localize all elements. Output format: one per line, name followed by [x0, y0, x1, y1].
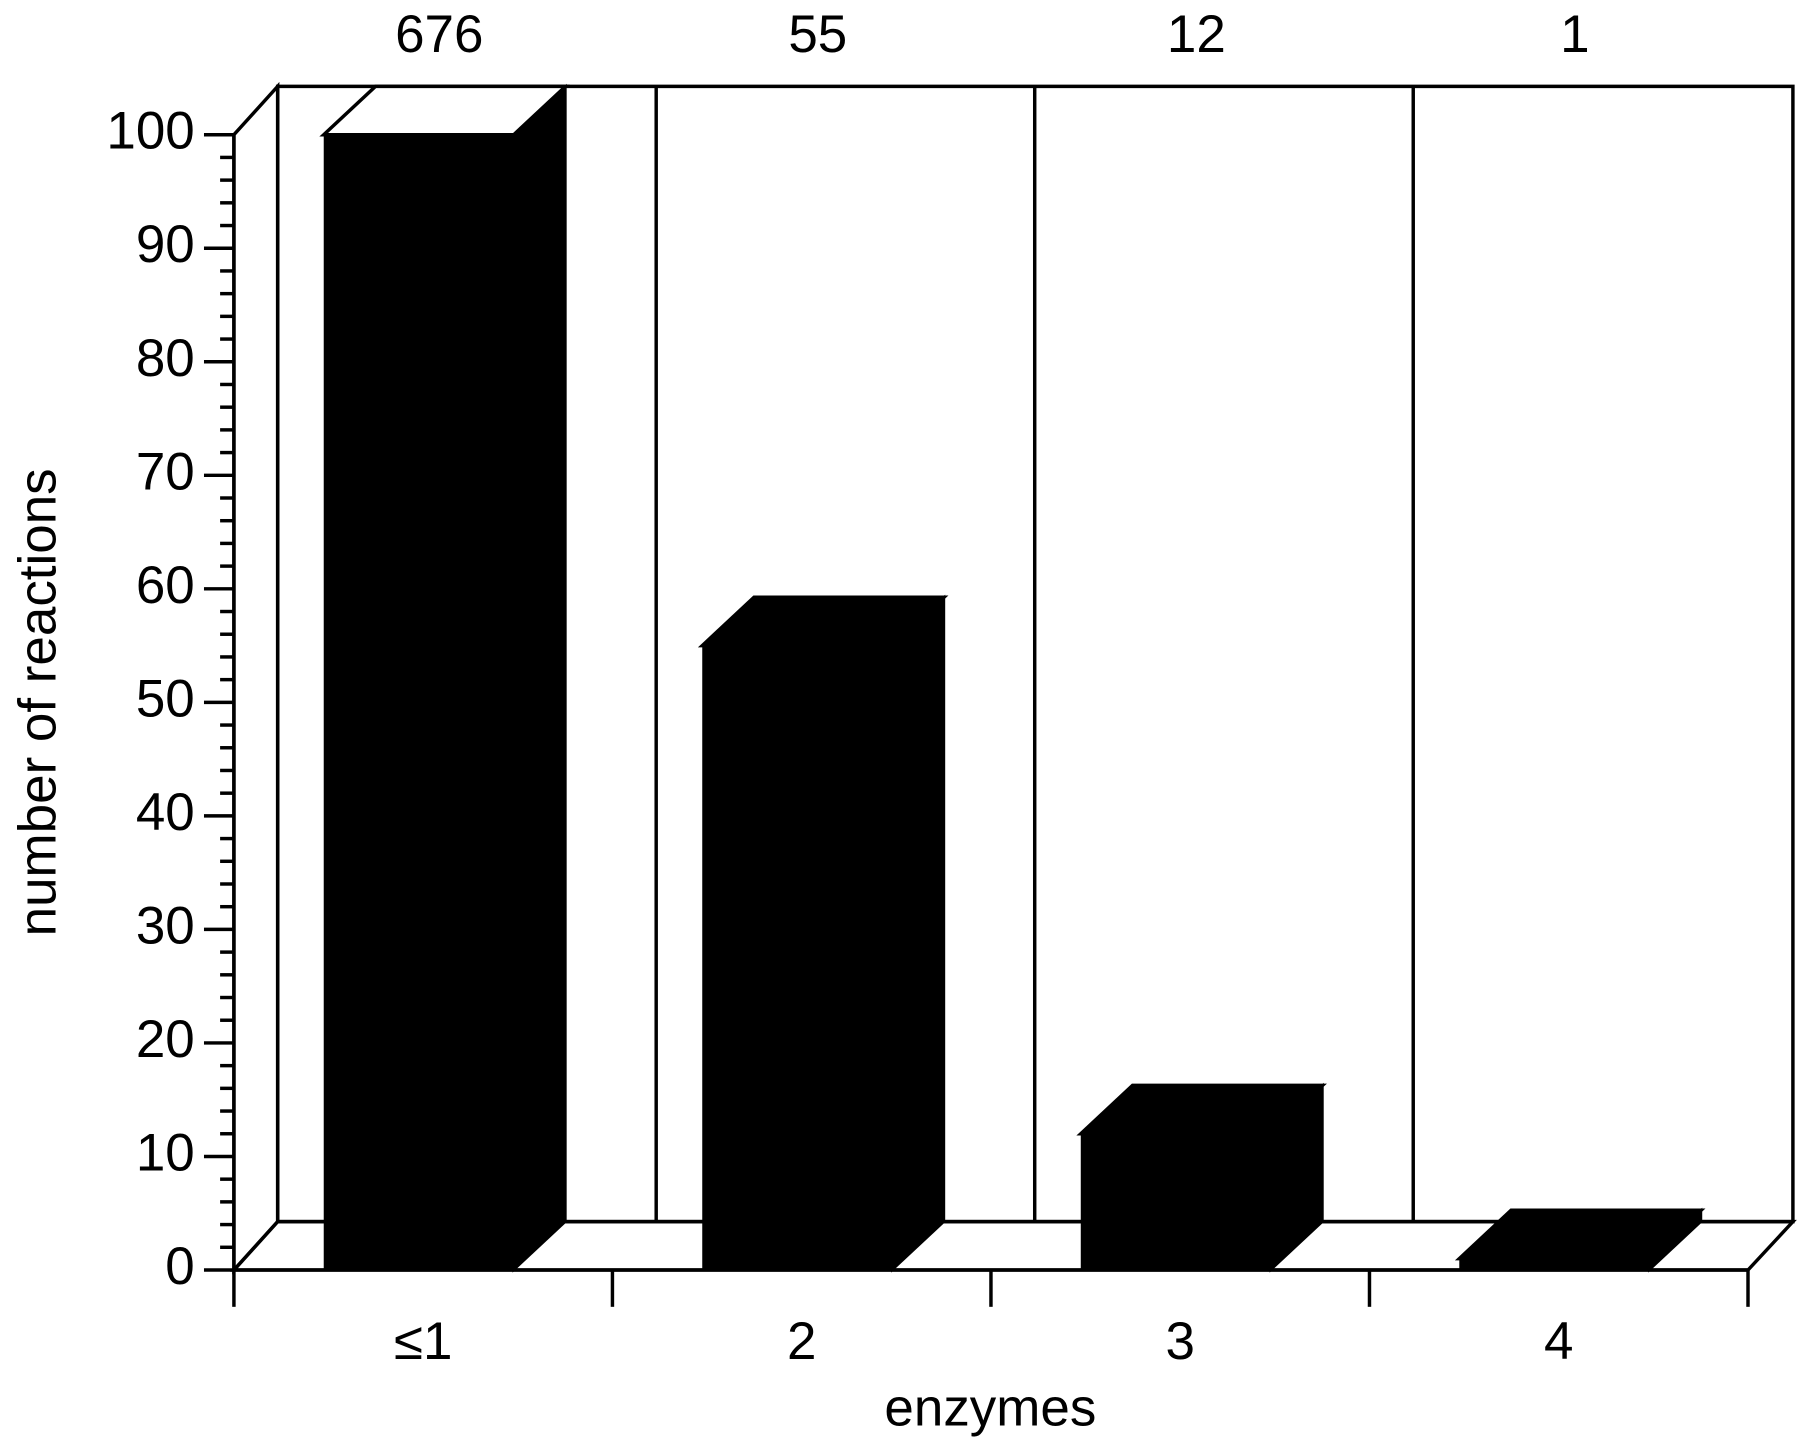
- bar-side: [891, 594, 946, 1273]
- bar-side: [512, 83, 567, 1273]
- x-tick-label: 3: [1165, 1312, 1194, 1371]
- bar: [1454, 1207, 1706, 1273]
- x-tick-label: 2: [787, 1312, 816, 1371]
- bar: [697, 594, 949, 1273]
- data-label: 1: [1560, 5, 1589, 64]
- y-tick-label: 60: [136, 556, 195, 615]
- y-tick-label: 40: [136, 783, 195, 842]
- y-axis-label: number of reactions: [9, 468, 68, 936]
- y-tick-label: 70: [136, 442, 195, 501]
- bar-front: [1459, 1258, 1650, 1270]
- y-tick-label: 20: [136, 1010, 195, 1069]
- y-tick-label: 100: [106, 102, 194, 161]
- y-tick-label: 30: [136, 896, 195, 955]
- y-tick-label: 0: [165, 1237, 194, 1296]
- data-label: 55: [788, 5, 847, 64]
- y-tick-label: 90: [136, 215, 195, 274]
- x-tick-label: ≤1: [394, 1312, 453, 1371]
- bar-front: [1080, 1133, 1271, 1270]
- y-tick-label: 80: [136, 329, 195, 388]
- data-label: 12: [1167, 5, 1226, 64]
- bar: [1076, 1082, 1327, 1273]
- y-tick-label: 50: [136, 669, 195, 728]
- bar-front: [702, 645, 893, 1270]
- x-tick-label: 4: [1544, 1312, 1573, 1371]
- bar-top: [1076, 1083, 1327, 1136]
- y-tick-label: 10: [136, 1123, 195, 1182]
- side-wall: [232, 81, 280, 1275]
- data-label: 676: [395, 5, 483, 64]
- bar-front: [323, 134, 514, 1270]
- bar: [319, 83, 570, 1273]
- x-axis-label: enzymes: [884, 1379, 1096, 1438]
